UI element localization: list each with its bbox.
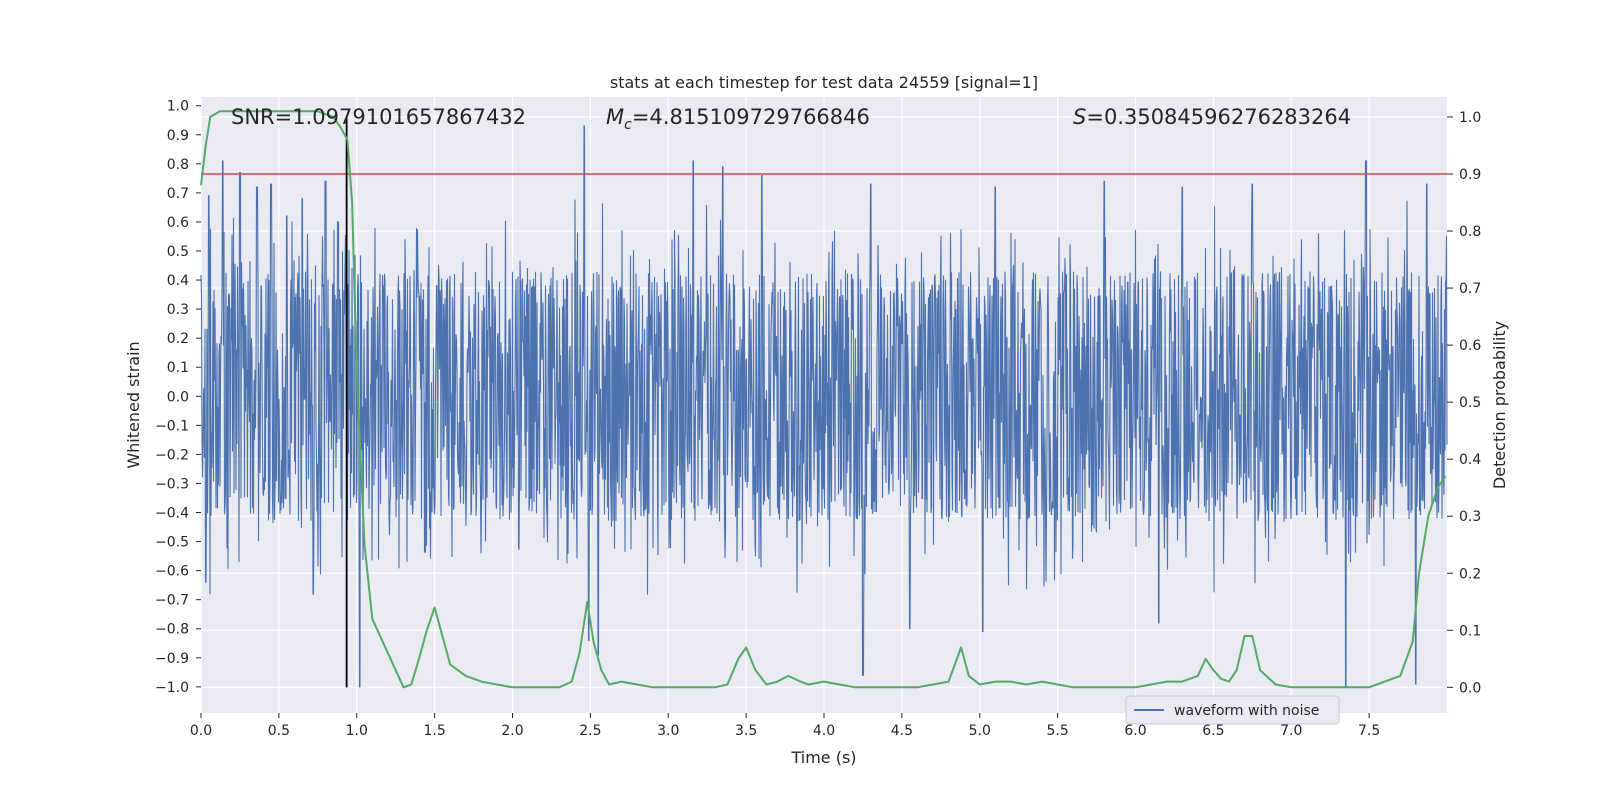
y-left-tick-label: 0.9 — [167, 128, 189, 144]
s-annotation: S=0.35084596276283264 — [1073, 105, 1351, 129]
waveform-series — [200, 125, 1448, 688]
y-left-tick-label: −0.1 — [155, 418, 189, 434]
y-left-tick-label: 0.5 — [167, 244, 189, 260]
y-right-tick-label: 0.7 — [1459, 281, 1481, 297]
x-axis-label: Time (s) — [790, 748, 856, 767]
x-tick-label: 1.0 — [346, 723, 368, 739]
y-left-tick-label: −0.6 — [155, 564, 189, 580]
y-left-tick-label: 0.8 — [167, 157, 189, 173]
legend-box — [1125, 695, 1340, 725]
x-tick-label: 5.0 — [969, 723, 991, 739]
y-left-tick-label: 0.1 — [167, 360, 189, 376]
y-left-tick-label: −0.5 — [155, 535, 189, 551]
chart-title: stats at each timestep for test data 245… — [610, 73, 1038, 92]
y-left-tick-label: 0.7 — [167, 186, 189, 202]
detection-probability-line — [200, 110, 1447, 689]
x-tick-label: 7.5 — [1358, 723, 1380, 739]
y-right-tick-label: 0.4 — [1459, 452, 1481, 468]
x-tick-label: 1.5 — [423, 723, 445, 739]
y-left-tick-label: −0.8 — [155, 622, 189, 638]
y-right-tick-label: 0.1 — [1459, 623, 1481, 639]
x-tick-label: 3.0 — [657, 723, 679, 739]
x-tick-label: 3.5 — [735, 723, 757, 739]
y-left-tick-label: 1.0 — [167, 99, 189, 115]
y-left-tick-label: −0.9 — [155, 651, 189, 667]
x-tick-label: 2.0 — [501, 723, 523, 739]
y-left-tick-label: 0.4 — [167, 273, 189, 289]
x-tick-label: 2.5 — [579, 723, 601, 739]
x-tick-label: 0.0 — [190, 723, 212, 739]
x-tick-label: 4.5 — [891, 723, 913, 739]
y-left-tick-label: 0.0 — [167, 389, 189, 405]
x-tick-label: 6.0 — [1124, 723, 1146, 739]
y-right-tick-label: 0.0 — [1459, 680, 1481, 696]
overlay-lines — [201, 116, 1447, 688]
x-tick-label: 7.0 — [1280, 723, 1302, 739]
x-tick-label: 0.5 — [268, 723, 290, 739]
x-tick-label: 4.0 — [813, 723, 835, 739]
y-axis-left-label: Whitened strain — [124, 341, 143, 468]
x-tick-label: 6.5 — [1202, 723, 1224, 739]
y-right-tick-label: 0.9 — [1459, 167, 1481, 183]
y-left-tick-label: −0.3 — [155, 476, 189, 492]
y-right-tick-label: 0.6 — [1459, 338, 1481, 354]
y-left-tick-label: −0.4 — [155, 506, 189, 522]
legend-label-waveform: waveform with noise — [1174, 703, 1319, 719]
y-right-tick-label: 0.5 — [1459, 395, 1481, 411]
y-right-tick-label: 1.0 — [1459, 110, 1481, 126]
y-left-tick-label: 0.3 — [167, 302, 189, 318]
y-left-tick-label: −1.0 — [155, 680, 189, 696]
y-right-tick-label: 0.8 — [1459, 224, 1481, 240]
probability-series — [200, 110, 1447, 689]
snr-annotation: SNR=1.0979101657867432 — [231, 105, 526, 129]
y-right-tick-label: 0.2 — [1459, 566, 1481, 582]
y-right-tick-label: 0.3 — [1459, 509, 1481, 525]
y-left-tick-label: −0.2 — [155, 447, 189, 463]
chirp-mass-annotation: Mc=4.815109729766846 — [606, 105, 870, 133]
x-tick-label: 5.5 — [1046, 723, 1068, 739]
waveform-trace — [200, 125, 1448, 688]
y-left-tick-label: 0.2 — [167, 331, 189, 347]
y-axis-right-label: Detection probability — [1490, 321, 1509, 489]
y-left-tick-label: −0.7 — [155, 593, 189, 609]
y-left-tick-label: 0.6 — [167, 215, 189, 231]
axes: 0.0 0.5 1.0 1.5 2.0 2.5 3.0 3.5 4.0 4.5 5.0 5.5 6.0 6… — [155, 99, 1481, 739]
legend: waveform with noise — [1125, 695, 1340, 725]
